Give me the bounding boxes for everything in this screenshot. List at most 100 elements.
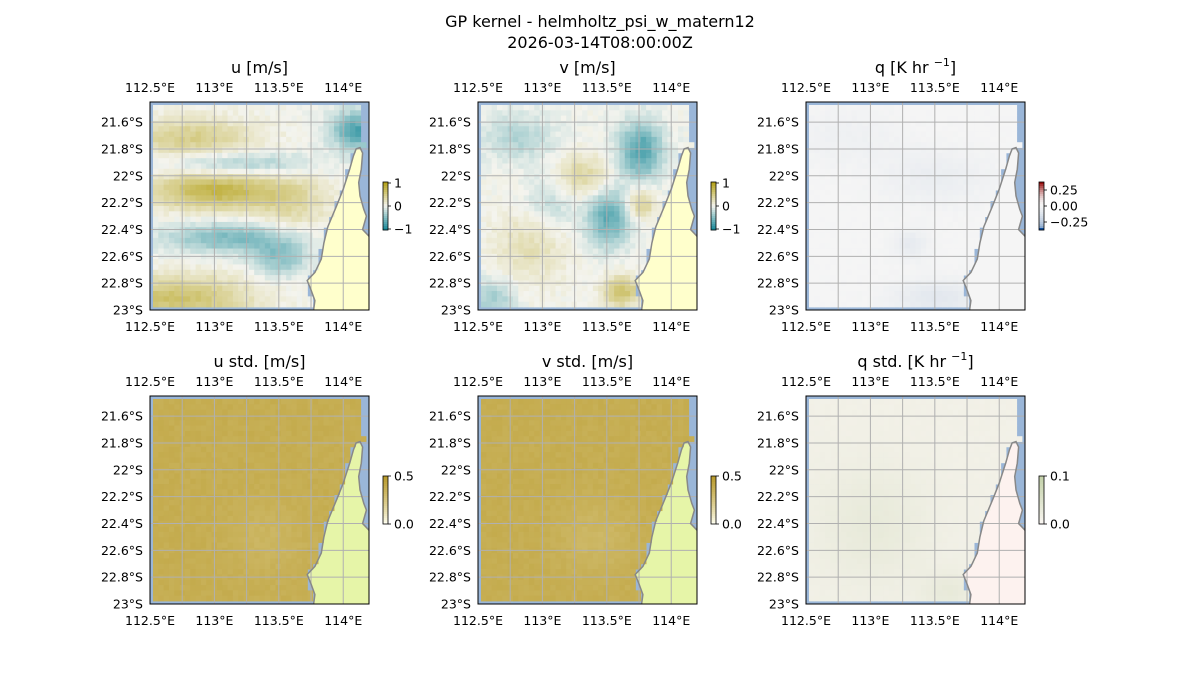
gridlines: [478, 396, 697, 604]
land-fill: [307, 147, 369, 310]
x-tick-label-top: 113°E: [195, 80, 233, 95]
y-tick-label: 23°S: [441, 303, 471, 318]
x-tick-label-bottom: 112.5°E: [125, 319, 175, 334]
x-tick-label-top: 113.5°E: [582, 374, 632, 389]
y-tick-label: 22.8°S: [101, 276, 143, 291]
coastline: [306, 440, 369, 604]
y-tick-label: 21.8°S: [101, 141, 143, 156]
y-tick-label: 22.2°S: [101, 489, 143, 504]
x-tick-label-bottom: 112.5°E: [781, 319, 831, 334]
x-tick-label-bottom: 114°E: [652, 319, 690, 334]
panel-title: v [m/s]: [559, 58, 615, 77]
y-tick-label: 21.6°S: [101, 409, 143, 424]
x-tick-label-top: 112.5°E: [453, 80, 503, 95]
x-tick-label-top: 113.5°E: [254, 80, 304, 95]
gridlines: [478, 102, 697, 310]
y-tick-label: 22.8°S: [101, 570, 143, 585]
coastline: [306, 146, 369, 310]
map-frame: [805, 395, 1026, 605]
panel-q_std: q std. [K hr −1] 112.5°E 112.5°E 113°E 113°E…: [757, 350, 1070, 628]
panel-title: q [K hr −1]: [875, 56, 956, 77]
x-tick-label-bottom: 113.5°E: [254, 319, 304, 334]
x-tick-label-bottom: 113°E: [851, 319, 889, 334]
y-tick-label: 22°S: [441, 462, 471, 477]
x-tick-label-bottom: 112.5°E: [453, 319, 503, 334]
coastline: [634, 440, 697, 604]
y-tick-label: 22.8°S: [429, 570, 471, 585]
colorbar-tick-label: −0.25: [1050, 215, 1088, 230]
y-tick-label: 22.2°S: [101, 195, 143, 210]
x-tick-label-top: 112.5°E: [125, 80, 175, 95]
panel-title: q std. [K hr −1]: [857, 350, 973, 371]
panel-u: u [m/s]112.5°E112.5°E113°E113°E113.5°E11…: [101, 58, 412, 334]
y-tick-label: 22°S: [441, 168, 471, 183]
x-tick-label-bottom: 114°E: [980, 319, 1018, 334]
x-tick-label-bottom: 113.5°E: [910, 613, 960, 628]
colorbar-tick-label: 0.0: [394, 517, 414, 532]
heatmap-cells: [153, 399, 367, 602]
colorbar-tick-label: 0.00: [1050, 199, 1078, 214]
y-tick-label: 22.2°S: [429, 489, 471, 504]
y-tick-label: 22.6°S: [429, 543, 471, 558]
map-area: [478, 102, 697, 310]
y-tick-label: 22.4°S: [429, 516, 471, 531]
figure-title-line2: 2026-03-14T08:00:00Z: [507, 33, 693, 52]
gridlines: [806, 396, 1025, 604]
y-tick-label: 22.2°S: [757, 195, 799, 210]
colorbar: 1 0 −1: [382, 176, 412, 237]
y-tick-label: 22°S: [769, 168, 799, 183]
panel-v: v [m/s]112.5°E112.5°E113°E113°E113.5°E11…: [429, 58, 740, 334]
x-tick-label-bottom: 112.5°E: [781, 613, 831, 628]
y-tick-label: 23°S: [113, 303, 143, 318]
y-tick-label: 21.6°S: [757, 115, 799, 130]
x-tick-label-bottom: 113°E: [851, 613, 889, 628]
x-tick-label-bottom: 113°E: [523, 613, 561, 628]
y-tick-label: 22°S: [769, 462, 799, 477]
colorbar-tick-label: 0.0: [722, 517, 742, 532]
y-tick-label: 22°S: [113, 462, 143, 477]
y-tick-label: 22.6°S: [757, 543, 799, 558]
colorbar-frame: [1038, 475, 1045, 525]
land-fill: [307, 441, 369, 604]
x-tick-label-top: 114°E: [324, 374, 362, 389]
map-frame: [477, 101, 698, 311]
colorbar: 0.1 0.0: [1038, 469, 1070, 532]
x-tick-label-bottom: 112.5°E: [453, 613, 503, 628]
y-tick-label: 22.4°S: [101, 516, 143, 531]
y-tick-label: 22.4°S: [101, 222, 143, 237]
coastline: [962, 146, 1025, 310]
panel-title: u [m/s]: [231, 58, 288, 77]
y-tick-label: 21.6°S: [429, 115, 471, 130]
x-tick-label-top: 114°E: [324, 80, 362, 95]
gridlines: [806, 102, 1025, 310]
x-tick-label-top: 113°E: [523, 374, 561, 389]
map-area: [478, 396, 697, 604]
land-fill: [635, 441, 697, 604]
panel-q: q [K hr −1] 112.5°E 112.5°E 113°E 113°E 113.5…: [757, 56, 1088, 334]
y-tick-label: 22.2°S: [429, 195, 471, 210]
panel-u_std: u std. [m/s] 112.5°E 112.5°E 113°E 113°E 113.…: [101, 352, 414, 628]
map-area: [806, 396, 1025, 604]
y-tick-label: 23°S: [769, 303, 799, 318]
x-tick-label-top: 113.5°E: [910, 80, 960, 95]
colorbar-tick-label: 0.5: [394, 469, 414, 484]
colorbar: 1 0 −1: [710, 176, 740, 237]
x-tick-label-top: 114°E: [652, 374, 690, 389]
y-tick-label: 22.2°S: [757, 489, 799, 504]
y-tick-label: 22.4°S: [429, 222, 471, 237]
x-tick-label-top: 114°E: [652, 80, 690, 95]
colorbar-tick-label: −1: [722, 222, 740, 237]
x-tick-label-bottom: 113°E: [195, 613, 233, 628]
map-frame: [805, 101, 1026, 311]
y-tick-label: 21.8°S: [429, 435, 471, 450]
colorbar-tick-label: 0.0: [1050, 517, 1070, 532]
y-tick-label: 21.8°S: [101, 435, 143, 450]
colorbar-tick-label: 1: [722, 176, 730, 191]
x-tick-label-top: 112.5°E: [453, 374, 503, 389]
x-tick-label-bottom: 114°E: [324, 319, 362, 334]
map-frame: [477, 395, 698, 605]
x-tick-label-bottom: 113.5°E: [254, 613, 304, 628]
y-tick-label: 22.6°S: [101, 249, 143, 264]
colorbar: 0.250.00−0.25: [1038, 181, 1088, 231]
